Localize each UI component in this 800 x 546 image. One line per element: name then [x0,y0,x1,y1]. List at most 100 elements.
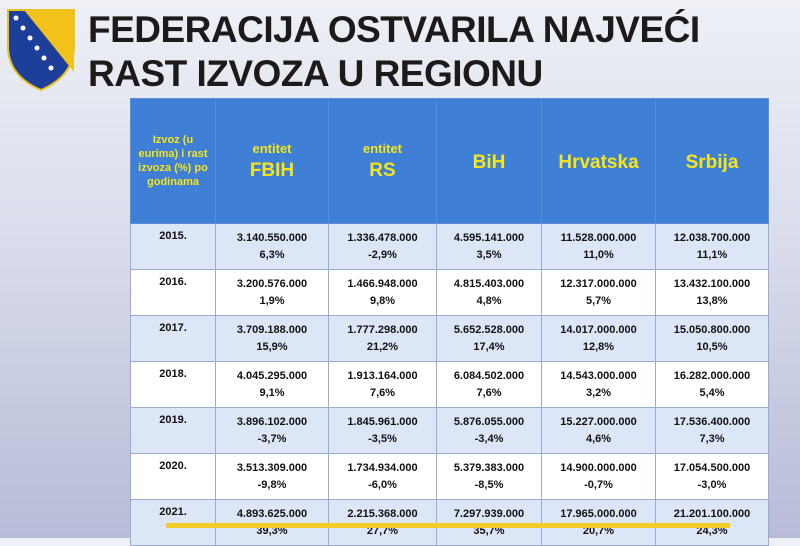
export-value: 17.965.000.000 [560,507,637,520]
growth-value: 17,4% [473,340,505,353]
title-line: FEDERACIJA OSTVARILA NAJVEĆI [88,9,700,50]
growth-value: 10,5% [696,340,728,353]
export-value: 17.536.400.000 [673,415,751,428]
divider [166,523,730,528]
value-cell: 3.200.576.000 1,9% [215,269,329,316]
year-cell: 2015. [130,223,216,270]
export-table: Izvoz (u eurima) i rast izvoza (%) po go… [130,98,769,546]
growth-value: 15,9% [256,340,288,353]
export-value: 1.336.478.000 [347,231,418,244]
data-row: 2019. 3.896.102.000 -3,7% 1.845.961.000 -3,5… [130,407,769,454]
export-value: 5.379.383.000 [453,461,525,474]
export-value: 4.815.403.000 [453,277,525,290]
export-value: 3.200.576.000 [236,277,308,290]
title: FEDERACIJA OSTVARILA NAJVEĆI RAST IZVOZA … [88,8,700,96]
export-value: 5.652.528.000 [453,323,525,336]
growth-value: -9,8% [257,478,287,491]
column-header: entitet FBIH [215,98,329,224]
export-value: 2.215.368.000 [347,507,418,520]
export-value: 3.140.550.000 [236,231,308,244]
column-label: Srbija [685,152,739,173]
value-cell: 4.045.295.000 9,1% [215,361,329,408]
value-cell: 4.815.403.000 4,8% [436,269,542,316]
export-value: 3.896.102.000 [236,415,308,428]
value-cell: 5.652.528.000 17,4% [436,315,542,362]
value-cell: 1.845.961.000 -3,5% [328,407,437,454]
growth-value: 6,3% [259,248,285,261]
growth-value: 12,8% [582,340,615,353]
value-cell: 1.913.164.000 7,6% [328,361,437,408]
export-value: 14.017.000.000 [560,323,637,336]
data-row: 2016. 3.200.576.000 1,9% 1.466.948.000 9,8% 4… [130,269,769,316]
growth-value: -2,9% [368,248,397,261]
export-value: 14.543.000.000 [560,369,637,382]
column-sublabel: entitet [252,140,292,156]
header-row: Izvoz (u eurima) i rast izvoza (%) po go… [130,98,769,224]
value-cell: 13.432.100.000 13,8% [655,269,769,316]
growth-value: -3,4% [474,432,504,445]
value-cell: 11.528.000.000 11,0% [541,223,656,270]
export-value: 3.709.188.000 [236,323,308,336]
export-value: 15.050.800.000 [673,323,751,336]
export-value: 12.038.700.000 [673,231,751,244]
growth-value: 4,6% [585,432,612,445]
growth-value: -3,5% [368,432,397,445]
growth-value: -8,5% [474,478,504,491]
growth-value: 4,8% [476,294,502,307]
year-cell: 2016. [130,269,216,316]
growth-value: 5,4% [699,386,725,399]
export-value: 13.432.100.000 [673,277,751,290]
value-cell: 1.734.934.000 -6,0% [328,453,437,500]
data-row: 2018. 4.045.295.000 9,1% 1.913.164.000 7,6% 6… [130,361,769,408]
export-value: 5.876.055.000 [453,415,525,428]
export-value: 1.466.948.000 [347,277,418,290]
export-value: 17.054.500.000 [673,461,751,474]
value-cell: 14.017.000.000 12,8% [541,315,656,362]
growth-value: 7,6% [476,386,502,399]
column-label: Hrvatska [558,152,639,173]
value-cell: 16.282.000.000 5,4% [655,361,769,408]
growth-value: 7,6% [369,386,396,399]
export-value: 16.282.000.000 [673,369,751,382]
value-cell: 12.317.000.000 5,7% [541,269,656,316]
export-value: 4.045.295.000 [236,369,308,382]
year-cell: 2017. [130,315,216,362]
column-label: BiH [472,152,506,173]
export-value: 4.893.625.000 [236,507,308,520]
value-cell: 3.513.309.000 -9,8% [215,453,329,500]
growth-value: 3,5% [476,248,502,261]
value-cell: 17.536.400.000 7,3% [655,407,769,454]
year-cell: 2019. [130,407,216,454]
export-value: 11.528.000.000 [560,231,637,244]
value-cell: 3.709.188.000 15,9% [215,315,329,362]
export-value: 1.777.298.000 [347,323,418,336]
export-value: 14.900.000.000 [560,461,637,474]
export-value: 1.845.961.000 [347,415,418,428]
growth-value: 11,0% [583,248,614,261]
value-cell: 17.054.500.000 -3,0% [655,453,769,500]
value-cell: 14.900.000.000 -0,7% [541,453,656,500]
export-value: 6.084.502.000 [453,369,525,382]
value-cell: 1.466.948.000 9,8% [328,269,437,316]
growth-value: 11,1% [696,248,728,261]
growth-value: -0,7% [584,478,613,491]
column-label: FBIH [249,159,295,181]
value-cell: 4.595.141.000 3,5% [436,223,542,270]
column-header: BiH [436,98,542,224]
year-cell: 2018. [130,361,216,408]
column-sublabel: entitet [363,140,402,156]
growth-value: -3,7% [257,432,287,445]
value-cell: 6.084.502.000 7,6% [436,361,542,408]
export-value: 1.913.164.000 [347,369,418,382]
value-cell: 15.227.000.000 4,6% [541,407,656,454]
value-cell: 14.543.000.000 3,2% [541,361,656,408]
column-header: Srbija [655,98,769,224]
year-cell: 2020. [130,453,216,500]
coat-of-arms [7,9,75,92]
data-row: 2017. 3.709.188.000 15,9% 1.777.298.000 21,2… [130,315,769,362]
title-line: RAST IZVOZA U REGIONU [88,53,543,94]
export-value: 4.595.141.000 [453,231,525,244]
value-cell: 12.038.700.000 11,1% [655,223,769,270]
value-cell: 15.050.800.000 10,5% [655,315,769,362]
